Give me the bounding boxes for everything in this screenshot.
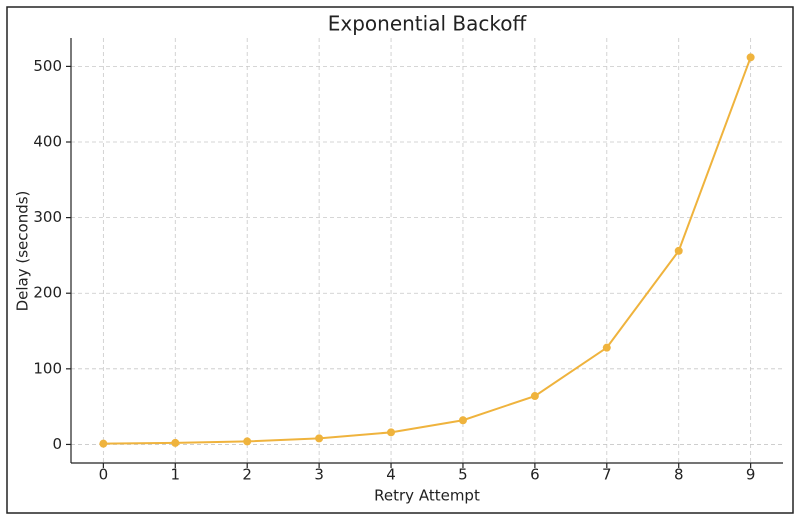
y-tick-label: 0 bbox=[52, 435, 62, 453]
y-tick-label: 200 bbox=[33, 284, 62, 302]
point bbox=[746, 53, 755, 62]
x-tick-label: 8 bbox=[674, 466, 684, 484]
y-tick-label: 100 bbox=[33, 359, 62, 377]
y-tick-label: 300 bbox=[33, 208, 62, 226]
point bbox=[387, 428, 396, 437]
point bbox=[530, 392, 539, 401]
point bbox=[315, 434, 324, 443]
x-tick-label: 4 bbox=[386, 466, 396, 484]
x-tick-label: 3 bbox=[314, 466, 324, 484]
frame bbox=[6, 6, 794, 514]
point bbox=[99, 439, 108, 448]
x-tick-label: 9 bbox=[746, 466, 756, 484]
x-tick-label: 1 bbox=[171, 466, 181, 484]
y-tick-label: 400 bbox=[33, 133, 62, 151]
x-tick-label: 2 bbox=[242, 466, 252, 484]
point bbox=[458, 416, 467, 425]
point bbox=[243, 437, 252, 446]
x-axis-label: Retry Attempt bbox=[374, 487, 480, 505]
point bbox=[171, 438, 180, 447]
x-tick-label: 5 bbox=[458, 466, 468, 484]
y-tick-label: 500 bbox=[33, 57, 62, 75]
x-tick-label: 7 bbox=[602, 466, 612, 484]
point bbox=[674, 246, 683, 255]
y-axis-label: Delay (seconds) bbox=[14, 191, 32, 312]
x-tick-label: 6 bbox=[530, 466, 540, 484]
point bbox=[602, 343, 611, 352]
line bbox=[103, 56, 752, 445]
x-tick-label: 0 bbox=[99, 466, 109, 484]
chart-title: Exponential Backoff bbox=[328, 12, 528, 36]
